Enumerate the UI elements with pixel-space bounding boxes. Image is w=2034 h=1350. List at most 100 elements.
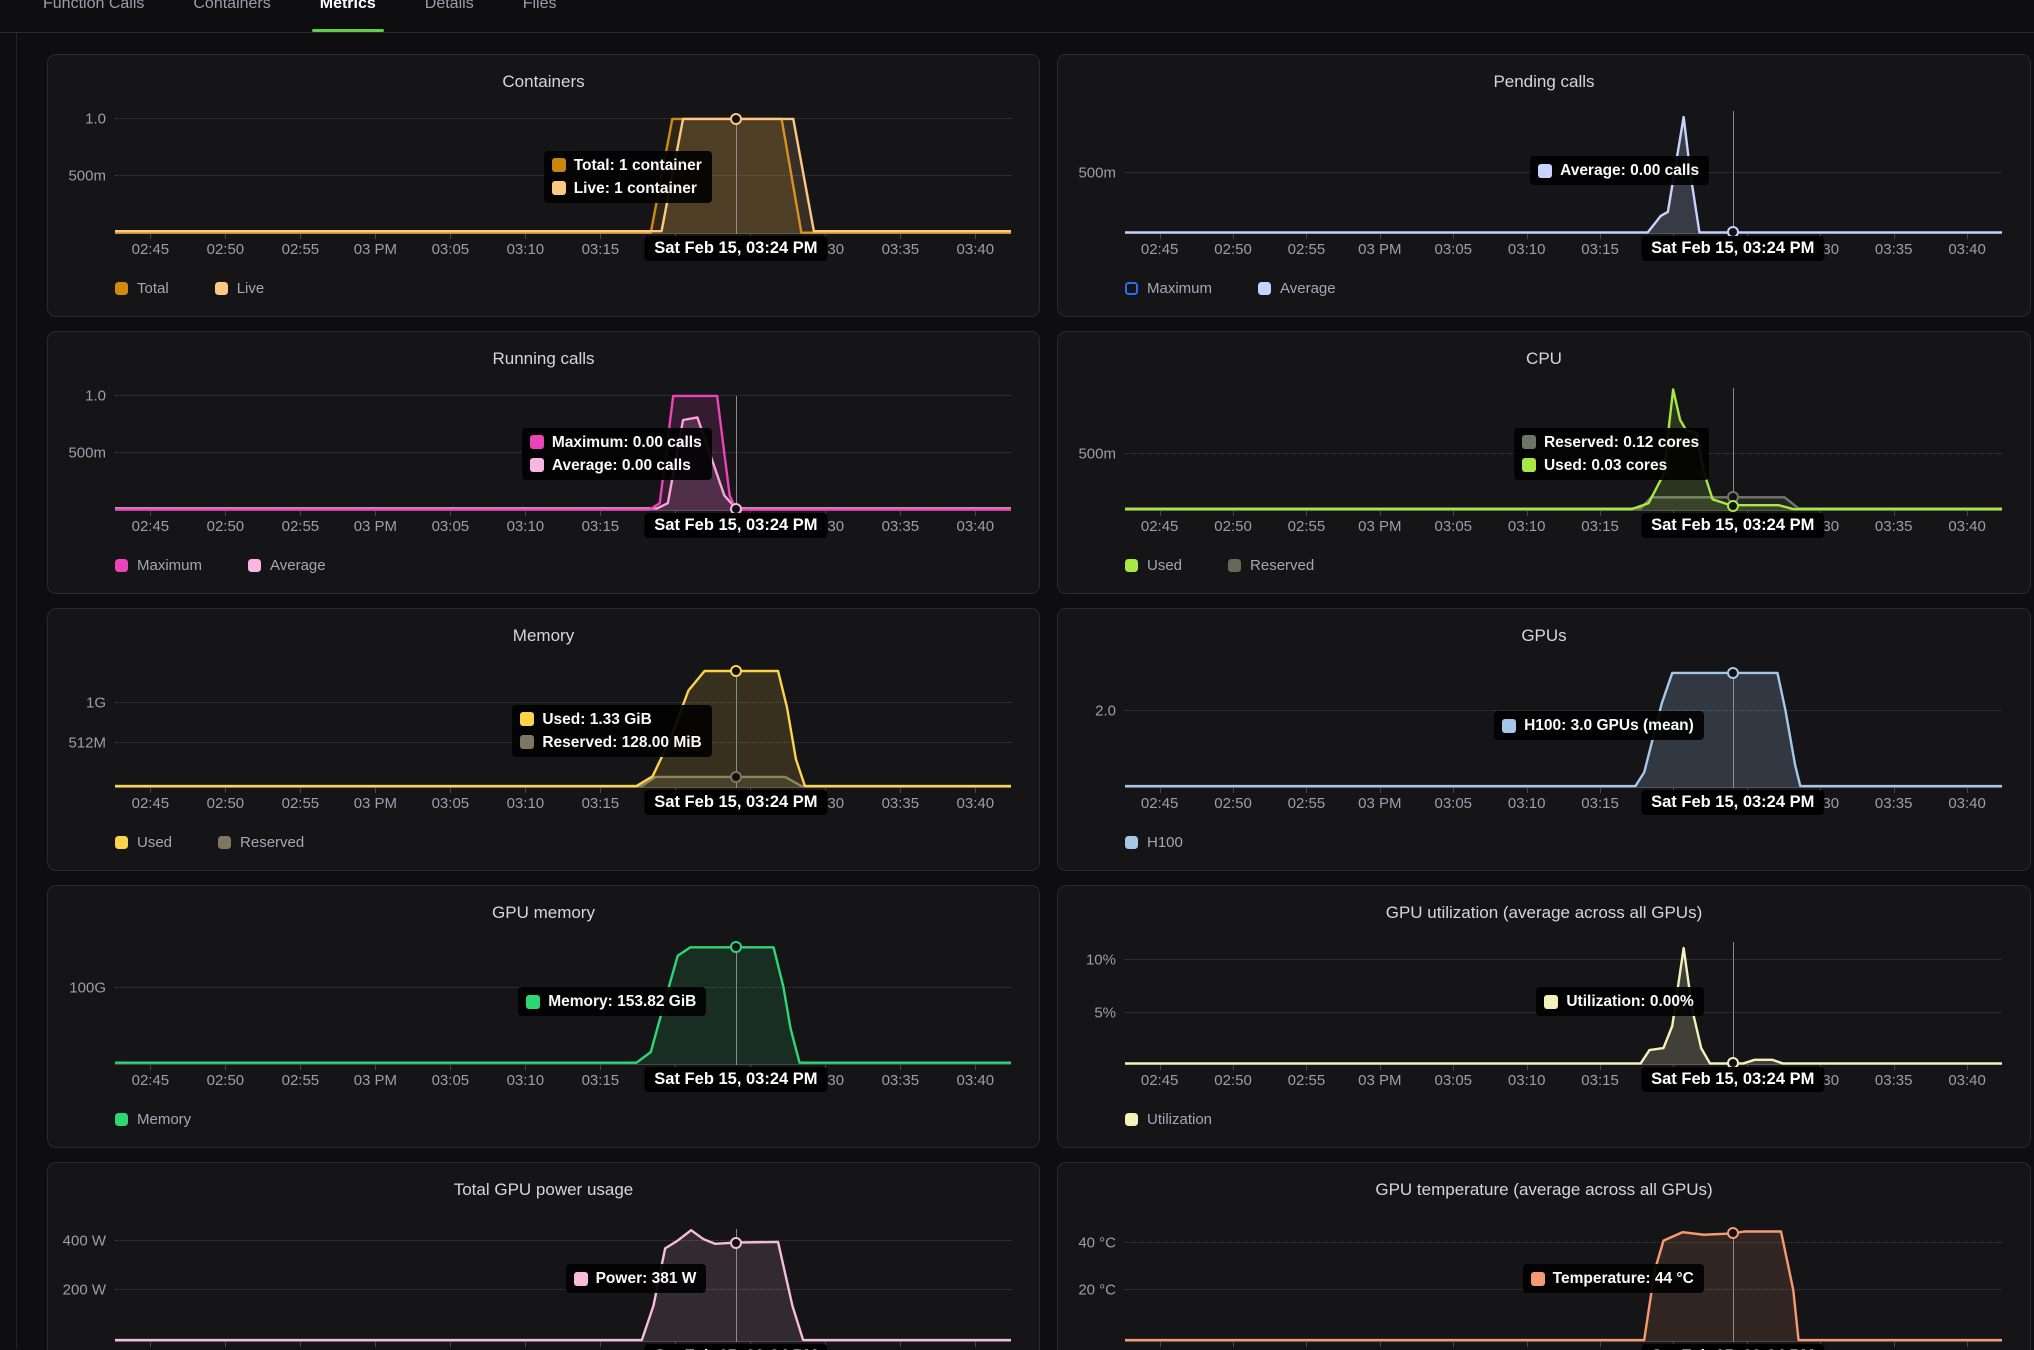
legend-item-reserved[interactable]: Reserved	[1228, 557, 1314, 574]
x-axis-label: 02:45	[131, 795, 170, 812]
series-svg	[115, 658, 1011, 788]
chart-plot[interactable]: Power: 381 W	[115, 1212, 1011, 1342]
tooltip-text: Power: 381 W	[595, 1270, 697, 1287]
gridline	[115, 394, 1011, 396]
chart-plot[interactable]: Memory: 153.82 GiB	[115, 935, 1011, 1065]
legend-item-h100[interactable]: H100	[1125, 834, 1183, 851]
tab-details[interactable]: Details	[424, 0, 474, 12]
legend-item-used[interactable]: Used	[115, 834, 172, 851]
chart-panel-memory: Memory 1G 512M Used: 1.33 GiB Reserved: 128.…	[47, 608, 1040, 871]
x-axis-label: 02:50	[206, 795, 245, 812]
x-axis-tick	[900, 1065, 902, 1070]
chart-panel-gpu-utilization: GPU utilization (average across all GPUs…	[1057, 885, 2031, 1148]
hover-point-marker	[729, 941, 742, 954]
chart-plot[interactable]: Reserved: 0.12 cores Used: 0.03 cores	[1125, 381, 2002, 512]
x-axis-tick	[1967, 234, 1969, 239]
tooltip-row: Average: 0.00 calls	[1538, 160, 1699, 181]
chart-plot[interactable]: Used: 1.33 GiB Reserved: 128.00 MiB	[115, 658, 1011, 788]
chart-plot[interactable]: Maximum: 0.00 calls Average: 0.00 calls	[115, 381, 1011, 516]
x-axis-label: 03 PM	[1358, 518, 1402, 535]
tooltip-text: Temperature: 44 °C	[1552, 1270, 1694, 1287]
x-axis-label: 03:40	[1948, 241, 1986, 258]
charts-grid: Containers 1.0 500m Total: 1 container Live:…	[47, 54, 2034, 1350]
x-axis-tick	[1526, 788, 1528, 793]
chart-tooltip: Total: 1 container Live: 1 container	[543, 150, 712, 203]
legend-item-live[interactable]: Live	[214, 280, 264, 297]
chart-panel-gpu-temperature: GPU temperature (average across all GPUs…	[1057, 1162, 2031, 1350]
chart-panel-cpu: CPU 500m Reserved: 0.12 cores Used: 0.03 co…	[1057, 331, 2031, 594]
x-axis-tick	[1526, 1065, 1528, 1070]
tab-files[interactable]: Files	[522, 0, 557, 12]
x-axis-label: 03:40	[1948, 1072, 1986, 1089]
series-line-used	[115, 671, 1011, 786]
chart-title: Pending calls	[1493, 72, 1595, 91]
tooltip-series-chip	[526, 994, 541, 1009]
legend-item-reserved[interactable]: Reserved	[218, 834, 304, 851]
chart-plot[interactable]: H100: 3.0 GPUs (mean)	[1125, 658, 2002, 788]
series-line-power	[115, 1230, 1011, 1340]
x-axis-label: 03:40	[1948, 518, 1986, 535]
x-axis-label: 03:35	[1874, 795, 1913, 812]
gridline	[115, 117, 1011, 119]
tooltip-row: Used: 0.03 cores	[1521, 455, 1699, 476]
legend-label: Utilization	[1147, 1111, 1213, 1128]
x-axis-tick	[600, 234, 602, 239]
tooltip-row: Live: 1 container	[551, 178, 702, 199]
x-axis-tick	[1379, 788, 1381, 793]
x-axis-label: 03:15	[581, 518, 620, 535]
chart-tooltip: Reserved: 0.12 cores Used: 0.03 cores	[1513, 427, 1710, 480]
chart-area: 500m Reserved: 0.12 cores Used: 0.03 cores	[1058, 381, 2030, 512]
tooltip-text: Reserved: 128.00 MiB	[542, 733, 702, 751]
x-axis-label: 02:50	[1214, 795, 1252, 812]
x-axis-label: 03:05	[1434, 795, 1473, 812]
y-axis-label: 100G	[69, 979, 106, 997]
legend-label: Reserved	[240, 834, 305, 851]
x-axis-tick	[225, 234, 227, 239]
legend-label: Total	[137, 280, 169, 297]
chart-legend: H100	[1125, 834, 2030, 851]
legend-item-utilization[interactable]: Utilization	[1125, 1111, 1212, 1128]
legend-chip	[115, 282, 128, 295]
x-axis-label: 03:40	[1948, 795, 1986, 812]
tooltip-row: Reserved: 128.00 MiB	[520, 732, 702, 753]
legend-item-total[interactable]: Total	[115, 280, 169, 297]
hover-point-marker	[729, 665, 742, 677]
gridline	[115, 1289, 1011, 1290]
tab-metrics[interactable]: Metrics	[311, 0, 384, 32]
x-axis-label: 03:15	[1581, 1072, 1619, 1089]
legend-chip	[1125, 1113, 1138, 1126]
cursor-date-tooltip: Sat Feb 15, 03:24 PM	[1641, 1067, 1825, 1092]
tab-function-calls[interactable]: Function Calls	[43, 0, 145, 12]
x-axis-label: 03:15	[581, 241, 620, 258]
hover-cursor-line	[1732, 672, 1734, 788]
legend-label: Maximum	[1147, 280, 1213, 297]
chart-tooltip: H100: 3.0 GPUs (mean)	[1494, 711, 1704, 741]
x-axis-label: 03:40	[956, 795, 995, 812]
x-axis-tick	[300, 511, 302, 516]
chart-tooltip: Power: 381 W	[565, 1264, 707, 1293]
chart-panel-containers: Containers 1.0 500m Total: 1 container Live:…	[47, 54, 1040, 317]
y-axis-label: 1.0	[85, 110, 106, 128]
cursor-date-tooltip: Sat Feb 15, 03:24 PM	[644, 790, 828, 815]
x-axis-tick	[900, 1342, 902, 1347]
chart-plot[interactable]: Total: 1 container Live: 1 container	[115, 104, 1011, 234]
chart-plot[interactable]: Temperature: 44 °C	[1125, 1212, 2002, 1342]
legend-item-used[interactable]: Used	[1125, 557, 1182, 574]
legend-item-memory[interactable]: Memory	[115, 1111, 191, 1128]
tab-containers[interactable]: Containers	[193, 0, 271, 12]
legend-label: Reserved	[1250, 557, 1315, 574]
legend-item-average[interactable]: Average	[248, 557, 326, 574]
legend-label: Maximum	[137, 557, 203, 574]
legend-item-maximum[interactable]: Maximum	[115, 557, 202, 574]
x-axis-label: 03:10	[1507, 1072, 1546, 1089]
x-axis-tick	[525, 1065, 527, 1070]
legend-label: Used	[1147, 557, 1183, 574]
legend-item-average[interactable]: Average	[1258, 280, 1336, 297]
legend-item-maximum[interactable]: Maximum	[1125, 280, 1212, 297]
chart-plot[interactable]: Utilization: 0.00%	[1125, 935, 2002, 1070]
chart-plot[interactable]: Average: 0.00 calls	[1125, 104, 2002, 239]
series-fill-used	[115, 671, 1011, 788]
series-line-memory	[115, 947, 1011, 1062]
x-axis-label: 03 PM	[1358, 795, 1402, 812]
x-axis-line	[1125, 1341, 2002, 1342]
